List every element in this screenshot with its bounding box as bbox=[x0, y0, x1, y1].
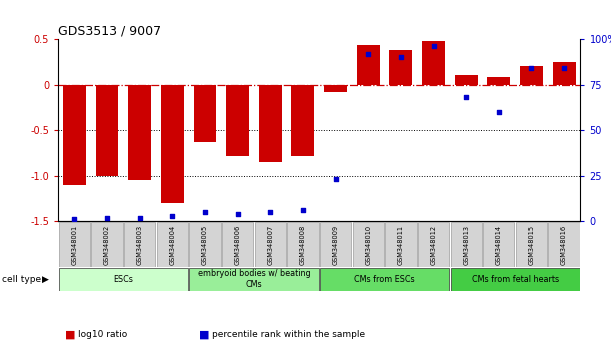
Text: GSM348013: GSM348013 bbox=[463, 225, 469, 264]
Bar bbox=[422, 41, 445, 85]
Text: ■: ■ bbox=[65, 330, 76, 339]
FancyBboxPatch shape bbox=[320, 268, 449, 291]
Bar bbox=[161, 85, 184, 203]
Point bbox=[331, 177, 340, 182]
Text: GSM348006: GSM348006 bbox=[235, 224, 241, 265]
Text: GSM348012: GSM348012 bbox=[431, 224, 436, 265]
FancyBboxPatch shape bbox=[59, 222, 90, 267]
Text: GSM348015: GSM348015 bbox=[529, 224, 535, 265]
FancyBboxPatch shape bbox=[287, 222, 318, 267]
FancyBboxPatch shape bbox=[222, 222, 254, 267]
Text: GSM348010: GSM348010 bbox=[365, 224, 371, 265]
Point bbox=[200, 209, 210, 215]
Text: GSM348001: GSM348001 bbox=[71, 224, 78, 265]
Text: ESCs: ESCs bbox=[114, 275, 133, 284]
FancyBboxPatch shape bbox=[450, 222, 482, 267]
Point bbox=[70, 217, 79, 222]
Point bbox=[364, 51, 373, 56]
Text: GDS3513 / 9007: GDS3513 / 9007 bbox=[58, 25, 161, 38]
Point bbox=[265, 209, 275, 215]
Point bbox=[167, 213, 177, 219]
Point bbox=[494, 109, 503, 115]
FancyBboxPatch shape bbox=[483, 222, 514, 267]
Point bbox=[396, 54, 406, 60]
Point bbox=[527, 65, 536, 71]
Bar bbox=[291, 85, 314, 156]
Text: GSM348011: GSM348011 bbox=[398, 225, 404, 264]
FancyBboxPatch shape bbox=[450, 268, 580, 291]
Bar bbox=[357, 45, 379, 85]
FancyBboxPatch shape bbox=[59, 268, 188, 291]
Text: CMs from fetal hearts: CMs from fetal hearts bbox=[472, 275, 558, 284]
Point bbox=[461, 95, 471, 100]
Point bbox=[233, 211, 243, 217]
FancyBboxPatch shape bbox=[385, 222, 417, 267]
Bar bbox=[520, 66, 543, 85]
Text: GSM348003: GSM348003 bbox=[137, 224, 143, 265]
Text: CMs from ESCs: CMs from ESCs bbox=[354, 275, 415, 284]
Text: GSM348005: GSM348005 bbox=[202, 224, 208, 265]
FancyBboxPatch shape bbox=[124, 222, 155, 267]
FancyBboxPatch shape bbox=[353, 222, 384, 267]
FancyBboxPatch shape bbox=[516, 222, 547, 267]
Point bbox=[559, 65, 569, 71]
Bar bbox=[324, 85, 347, 92]
FancyBboxPatch shape bbox=[320, 222, 351, 267]
Bar bbox=[259, 85, 282, 162]
Text: ■: ■ bbox=[199, 330, 210, 339]
Text: GSM348014: GSM348014 bbox=[496, 224, 502, 265]
Bar bbox=[389, 50, 412, 85]
Text: GSM348008: GSM348008 bbox=[300, 224, 306, 265]
Text: GSM348002: GSM348002 bbox=[104, 224, 110, 265]
Bar bbox=[488, 77, 510, 85]
Bar bbox=[95, 85, 119, 176]
Text: ▶: ▶ bbox=[42, 275, 49, 284]
Text: GSM348004: GSM348004 bbox=[169, 224, 175, 265]
FancyBboxPatch shape bbox=[418, 222, 449, 267]
Text: GSM348009: GSM348009 bbox=[332, 224, 338, 265]
Text: GSM348007: GSM348007 bbox=[267, 224, 273, 265]
Text: percentile rank within the sample: percentile rank within the sample bbox=[212, 330, 365, 339]
FancyBboxPatch shape bbox=[156, 222, 188, 267]
FancyBboxPatch shape bbox=[189, 222, 221, 267]
Point bbox=[298, 207, 308, 213]
Bar bbox=[128, 85, 151, 180]
FancyBboxPatch shape bbox=[92, 222, 123, 267]
Text: embryoid bodies w/ beating
CMs: embryoid bodies w/ beating CMs bbox=[197, 269, 310, 289]
Point bbox=[102, 215, 112, 221]
Bar bbox=[63, 85, 86, 185]
Text: cell type: cell type bbox=[2, 275, 42, 284]
Point bbox=[429, 44, 439, 49]
FancyBboxPatch shape bbox=[549, 222, 580, 267]
FancyBboxPatch shape bbox=[189, 268, 318, 291]
Bar bbox=[455, 75, 478, 85]
Bar bbox=[194, 85, 216, 142]
Text: log10 ratio: log10 ratio bbox=[78, 330, 127, 339]
FancyBboxPatch shape bbox=[255, 222, 286, 267]
Point bbox=[135, 215, 145, 221]
Bar bbox=[226, 85, 249, 156]
Text: GSM348016: GSM348016 bbox=[561, 224, 567, 265]
Bar bbox=[553, 62, 576, 85]
